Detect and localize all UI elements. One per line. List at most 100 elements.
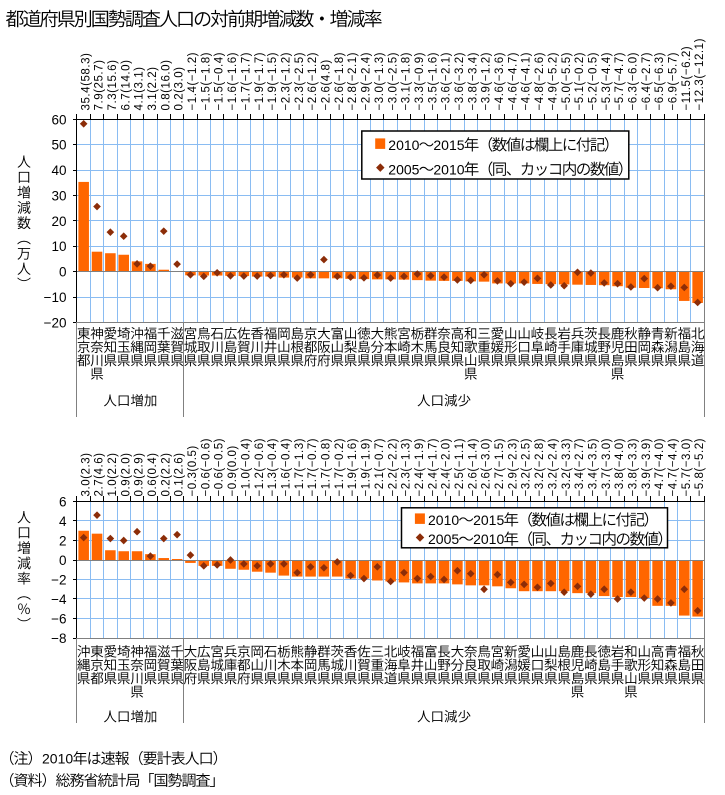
svg-text:−3.8(−3.3): −3.8(−3.3) [627,438,639,497]
svg-text:−1.7(−0.8): −1.7(−0.8) [321,438,333,497]
svg-text:10: 10 [51,239,66,254]
svg-text:0.9(2.0): 0.9(2.0) [120,452,132,496]
svg-text:40: 40 [51,163,66,178]
svg-text:−1.7(−0.7): −1.7(−0.7) [307,438,319,497]
svg-text:−2: −2 [51,572,66,587]
svg-text:−20: −20 [44,315,67,330]
svg-text:0.9(2.9): 0.9(2.9) [134,452,146,496]
svg-text:4: 4 [59,514,67,529]
svg-text:−3.8(−4.0): −3.8(−4.0) [614,438,626,497]
svg-text:−3.8(−3.4): −3.8(−3.4) [467,52,479,111]
svg-text:−1.9(−1.5): −1.9(−1.5) [267,52,279,111]
svg-text:7.9(25.7): 7.9(25.7) [94,60,106,111]
svg-text:−2.7(−1.5): −2.7(−1.5) [494,438,506,497]
svg-text:−8: −8 [51,631,66,646]
svg-text:−2.8(−2.1): −2.8(−2.1) [347,52,359,111]
svg-text:−3.9(−3.9): −3.9(−3.9) [641,438,653,497]
svg-text:−0.6(−0.5): −0.6(−0.5) [214,438,226,497]
svg-text:2005: 2005 [428,531,459,547]
svg-text:−1.3(−0.4): −1.3(−0.4) [267,438,279,497]
svg-text:−1.0(−0.4): −1.0(−0.4) [240,438,252,497]
svg-text:−1.5(−0.4): −1.5(−0.4) [214,52,226,111]
svg-text:0.2(2.2): 0.2(2.2) [160,452,172,496]
svg-text:3.1(2.2): 3.1(2.2) [147,66,159,110]
svg-text:−10: −10 [44,290,67,305]
svg-text:−2.4(−1.7): −2.4(−1.7) [427,438,439,497]
svg-text:−1.9(−1.9): −1.9(−1.9) [361,438,373,497]
svg-text:−3.2(−2.4): −3.2(−2.4) [547,438,559,497]
svg-text:−6.4(−2.7): −6.4(−2.7) [641,52,653,111]
svg-text:−5.3(−4.4): −5.3(−4.4) [601,52,613,111]
svg-text:7.3(15.6): 7.3(15.6) [107,60,119,111]
svg-text:−2.6(−1.4): −2.6(−1.4) [467,438,479,497]
svg-text:−4.8(−2.6): −4.8(−2.6) [534,52,546,111]
svg-text:−3.0(−1.3): −3.0(−1.3) [374,52,386,111]
svg-text:−3.2(−2.8): −3.2(−2.8) [534,438,546,497]
svg-text:−4.6(−3.6): −4.6(−3.6) [494,52,506,111]
svg-text:2.7(4.6): 2.7(4.6) [94,452,106,496]
svg-text:2010: 2010 [433,161,464,177]
svg-text:0: 0 [59,265,67,280]
svg-text:4.1(3.1): 4.1(3.1) [134,66,146,110]
svg-text:−1.9(−1.6): −1.9(−1.6) [347,438,359,497]
svg-text:0: 0 [59,553,67,568]
svg-text:20: 20 [51,214,66,229]
svg-text:0.2(3.0): 0.2(3.0) [174,66,186,110]
svg-text:−2.9(−2.4): −2.9(−2.4) [361,52,373,111]
svg-text:−2.3(−1.2): −2.3(−1.2) [280,52,292,111]
svg-text:−5.8(−5.2): −5.8(−5.2) [694,438,706,497]
svg-text:−3.2(−3.3): −3.2(−3.3) [561,438,573,497]
svg-text:−4: −4 [51,592,67,607]
svg-text:6: 6 [59,494,67,509]
svg-text:−12.3(−12.1): −12.3(−12.1) [694,38,706,110]
svg-text:−6: −6 [51,611,66,626]
svg-text:2010: 2010 [428,512,459,528]
svg-text:2010: 2010 [42,750,73,766]
svg-text:−2.3(−2.5): −2.3(−2.5) [294,52,306,111]
svg-text:−6.3(−6.0): −6.3(−6.0) [627,52,639,111]
svg-text:−1.7(−1.7): −1.7(−1.7) [240,52,252,111]
svg-text:−0.3(0.5): −0.3(0.5) [187,445,199,496]
svg-text:−1.2(−0.6): −1.2(−0.6) [254,438,266,497]
svg-text:−5.1(−0.2): −5.1(−0.2) [574,52,586,111]
svg-text:50: 50 [51,138,66,153]
svg-text:−3.4(−2.7): −3.4(−2.7) [574,438,586,497]
svg-text:0.6(0.4): 0.6(0.4) [147,452,159,496]
svg-text:−3.5(−1.6): −3.5(−1.6) [427,52,439,111]
svg-text:−2.6(4.8): −2.6(4.8) [321,59,333,110]
svg-text:−3.3(−0.9): −3.3(−0.9) [414,52,426,111]
svg-text:−1.6(−0.4): −1.6(−0.4) [280,438,292,497]
svg-text:−2.1(−0.7): −2.1(−0.7) [374,438,386,497]
svg-text:−2.6(−3.0): −2.6(−3.0) [481,438,493,497]
svg-text:−4.9(−5.2): −4.9(−5.2) [547,52,559,111]
svg-text:−1.7(−1.3): −1.7(−1.3) [294,438,306,497]
svg-text:−2.9(−2.3): −2.9(−2.3) [507,438,519,497]
svg-text:−3.0(−2.5): −3.0(−2.5) [387,52,399,111]
svg-text:2005: 2005 [388,161,419,177]
svg-text:1.0(2.2): 1.0(2.2) [107,452,119,496]
svg-text:−2.4(−2.0): −2.4(−2.0) [441,438,453,497]
svg-text:−0.6(−0.6): −0.6(−0.6) [200,438,212,497]
svg-text:−5.7(−4.7): −5.7(−4.7) [614,52,626,111]
svg-text:−2.3(−1.3): −2.3(−1.3) [401,438,413,497]
svg-text:−3.2(−2.5): −3.2(−2.5) [521,438,533,497]
svg-text:−11.5(−6.2): −11.5(−6.2) [681,46,693,111]
svg-text:−3.6(−3.2): −3.6(−3.2) [454,52,466,111]
svg-text:−1.4(−1.2): −1.4(−1.2) [187,52,199,111]
svg-text:−3.1(−1.8): −3.1(−1.8) [401,52,413,111]
svg-text:−2.5(−1.1): −2.5(−1.1) [454,438,466,497]
svg-text:−4.7(−4.4): −4.7(−4.4) [668,438,680,497]
svg-text:−2.6(−1.2): −2.6(−1.2) [307,52,319,111]
svg-text:2010: 2010 [473,531,504,547]
svg-text:−2.6(−1.8): −2.6(−1.8) [334,52,346,111]
svg-text:35.4(58.3): 35.4(58.3) [80,53,92,111]
svg-text:−4.7(−4.0): −4.7(−4.0) [654,438,666,497]
svg-text:2015: 2015 [473,512,504,528]
svg-text:3.0(2.3): 3.0(2.3) [80,452,92,496]
svg-text:0.8(16.0): 0.8(16.0) [160,60,172,111]
svg-text:30: 30 [51,188,66,203]
svg-text:−6.9(−5.7): −6.9(−5.7) [668,52,680,111]
svg-text:−1.6(−1.6): −1.6(−1.6) [227,52,239,111]
svg-text:−4.6(−4.1): −4.6(−4.1) [521,52,533,111]
svg-text:−2.2(−2.2): −2.2(−2.2) [387,438,399,497]
